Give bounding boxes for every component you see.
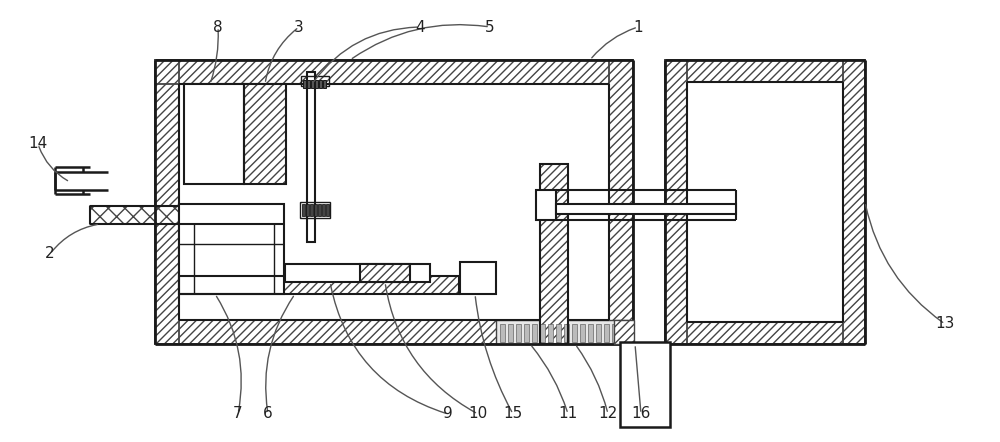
Bar [564,324,569,342]
Bar [548,324,553,342]
Bar [532,324,537,342]
Bar [322,204,325,216]
Bar [300,202,330,218]
Bar [665,60,865,82]
Bar [665,60,687,344]
Bar [614,320,634,344]
Text: 12: 12 [598,407,618,422]
Bar [307,72,315,242]
Bar [612,324,617,342]
Bar [524,324,529,342]
Bar [155,60,179,344]
Bar [306,204,309,216]
Text: 11: 11 [558,407,578,422]
Bar [179,204,284,294]
Text: 14: 14 [28,137,48,152]
Bar [588,324,593,342]
Bar [665,322,865,344]
Bar [244,84,286,184]
Bar [307,80,310,88]
Bar [315,80,318,88]
Bar [179,276,459,294]
Bar [301,76,329,86]
Bar [302,204,305,216]
Bar [303,80,306,88]
Text: 7: 7 [233,407,243,422]
Bar [540,164,568,344]
Bar [360,264,410,282]
Text: 4: 4 [415,19,425,34]
Bar [310,204,313,216]
Text: 10: 10 [468,407,488,422]
Text: 15: 15 [503,407,523,422]
Bar [580,324,585,342]
Text: 2: 2 [45,247,55,262]
Bar [604,324,609,342]
Bar [155,320,633,344]
Bar [244,84,286,184]
Bar [155,84,179,206]
Bar [90,206,179,224]
Bar [500,324,505,342]
Bar [843,60,865,344]
Bar [155,60,633,84]
Bar [179,276,459,294]
Bar [540,324,545,342]
Bar [285,264,430,282]
Bar [508,324,513,342]
Bar [326,204,329,216]
Text: 6: 6 [263,407,273,422]
Bar [540,164,568,344]
Text: 8: 8 [213,19,223,34]
Bar [360,264,410,282]
Bar [460,262,496,294]
Bar [609,60,633,344]
Bar [314,204,317,216]
Bar [323,80,326,88]
Bar [318,204,321,216]
Text: 9: 9 [443,407,453,422]
Bar [572,324,577,342]
Text: 5: 5 [485,19,495,34]
Text: 13: 13 [935,316,955,332]
Bar [556,204,736,214]
Bar [516,324,521,342]
Bar [556,324,561,342]
Bar [496,320,628,344]
Bar [620,324,625,342]
Bar [620,342,670,427]
Bar [184,84,244,184]
Bar [319,80,322,88]
Bar [596,324,601,342]
Bar [311,80,314,88]
Bar [536,190,556,220]
Text: 1: 1 [633,19,643,34]
Text: 3: 3 [294,19,304,34]
Text: 16: 16 [631,407,651,422]
